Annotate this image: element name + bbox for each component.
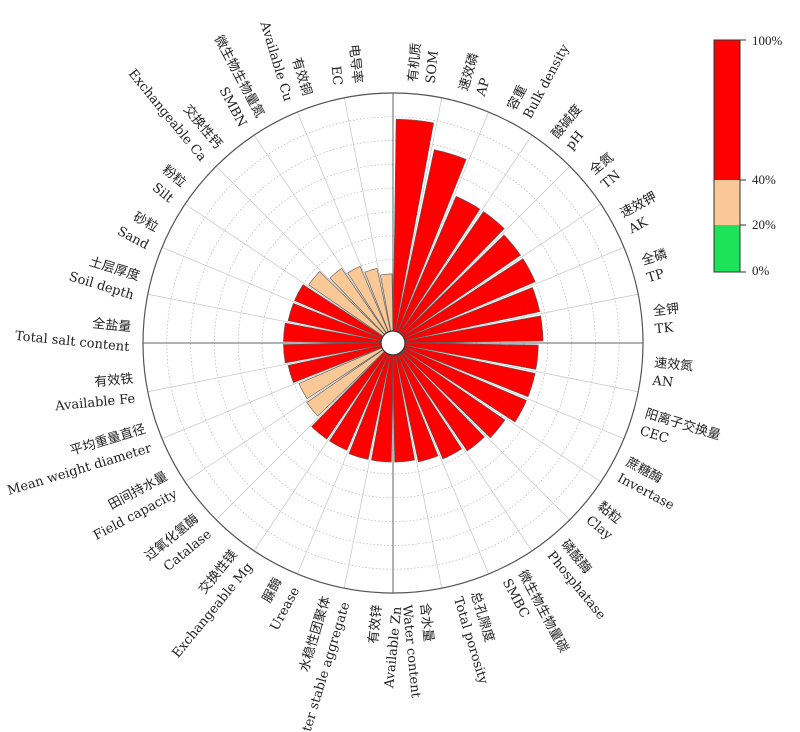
grid-spoke	[147, 293, 382, 342]
grid-spoke	[403, 347, 625, 439]
grid-spoke	[215, 165, 385, 335]
category-label-cn: 全盐量	[92, 315, 132, 335]
grid-spoke	[253, 352, 387, 552]
grid-spoke	[343, 97, 392, 332]
colorbar-segment-low	[714, 225, 740, 272]
grid-spoke	[297, 111, 389, 333]
category-label-cn: 有效铁	[94, 372, 134, 391]
grid-spoke	[394, 97, 443, 332]
grid-spoke	[404, 344, 639, 393]
colorbar-segment-mid	[714, 180, 740, 225]
category-label-en: TK	[654, 320, 674, 337]
grid-spoke	[147, 344, 382, 393]
grid-spoke	[399, 134, 533, 334]
grid-spoke	[397, 111, 489, 333]
colorbar-tick-0: 0%	[752, 263, 770, 278]
category-label-cn: 电导率	[346, 44, 366, 84]
colorbar-legend: 100% 40% 20% 0%	[713, 33, 783, 278]
grid-spoke	[253, 134, 387, 334]
grid-spoke	[401, 351, 571, 521]
colorbar-tick-40: 40%	[752, 172, 776, 187]
category-label-en: AN	[651, 374, 674, 391]
grid-spoke	[401, 165, 571, 335]
grid-spoke	[184, 203, 384, 337]
category-label: 有机质 SOM	[406, 42, 442, 84]
category-label-en: EC	[328, 65, 345, 86]
category-label-en: Available Fe	[54, 392, 137, 415]
category-label-cn: 有机质	[406, 42, 425, 82]
category-label-cn: 速效氮	[654, 356, 694, 375]
grid-spoke	[399, 352, 533, 552]
grid-spoke	[161, 247, 383, 339]
grid-spoke	[403, 247, 625, 339]
category-label-en: Available Zn	[382, 605, 405, 689]
category-label-en: AP	[474, 76, 494, 99]
grid-spoke	[402, 349, 602, 483]
colorbar-frame	[713, 39, 741, 273]
colorbar-tick-20: 20%	[752, 217, 776, 232]
category-label-en: TP	[645, 267, 666, 286]
grid-spoke	[297, 353, 389, 575]
grid-spoke	[161, 347, 383, 439]
bar-layer	[283, 118, 544, 463]
category-label-en: Bulk density	[521, 42, 573, 122]
grid-spoke	[404, 293, 639, 342]
colorbar-tick-100: 100%	[752, 33, 783, 48]
category-label-cn: 全磷	[640, 246, 670, 269]
category-label-cn: 含水量	[417, 602, 437, 642]
colorbar-segment-high	[714, 40, 740, 180]
grid-spoke	[184, 349, 384, 483]
center-hole	[380, 330, 406, 356]
category-label-en: SOM	[424, 50, 442, 84]
grid-spoke	[402, 203, 602, 337]
category-label-cn: 全钾	[652, 301, 679, 319]
grid-spoke	[343, 354, 392, 589]
grid-spoke	[215, 351, 385, 521]
polar-grid	[142, 92, 644, 594]
category-label-cn: 有效锌	[366, 604, 385, 644]
grid-spoke	[394, 354, 443, 589]
grid-spoke	[397, 353, 489, 575]
